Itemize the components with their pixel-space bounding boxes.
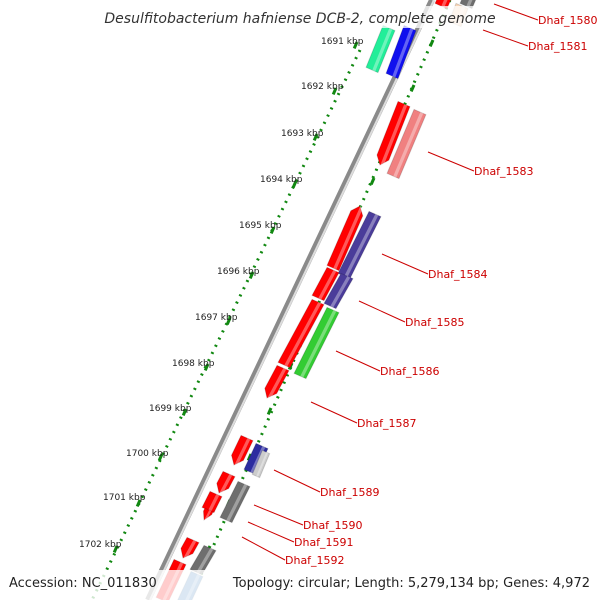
gene-block-inner-shading — [183, 539, 197, 560]
gene-features — [155, 0, 477, 600]
gene-block-outer — [219, 480, 251, 524]
kbp-label: 1691 kbp — [321, 37, 364, 47]
map-title: Desulfitobacterium hafniense DCB-2, comp… — [104, 11, 495, 27]
kbp-label: 1700 kbp — [126, 449, 169, 459]
kbp-label: 1697 kbp — [195, 313, 238, 323]
inner-track-tick — [112, 545, 119, 554]
kbp-label: 1699 kbp — [149, 404, 192, 414]
kbp-label: 1695 kbp — [239, 221, 282, 231]
inner-track-tick — [157, 453, 164, 462]
inner-track-tick — [225, 317, 232, 326]
label-leader-lines — [241, 3, 539, 561]
kbp-label: 1693 kbp — [281, 129, 324, 139]
gene-block-outer-shading — [300, 310, 337, 378]
gene-block-inner — [201, 490, 223, 514]
inner-dotted-track — [90, 49, 362, 600]
gene-label: Dhaf_1589 — [320, 486, 380, 499]
gene-block-inner-shading — [372, 28, 393, 72]
inner-track-tick — [352, 41, 359, 50]
title-backdrop — [104, 6, 496, 28]
gene-label: Dhaf_1581 — [528, 40, 588, 53]
gene-block-inner — [230, 434, 254, 466]
gene-block-inner — [202, 507, 214, 521]
outer-track-tick — [409, 84, 416, 93]
gene-block-inner-shading — [333, 206, 364, 270]
outer-track-tick — [428, 39, 435, 48]
gene-block-outer-shading — [250, 446, 266, 474]
kbp-label: 1702 kbp — [79, 540, 122, 550]
gene-label: Dhaf_1586 — [380, 365, 440, 378]
gene-label: Dhaf_1585 — [405, 316, 465, 329]
inner-track-tick — [135, 499, 142, 508]
genome-stats-text: Topology: circular; Length: 5,279,134 bp… — [232, 576, 590, 591]
gene-block-outer — [386, 108, 427, 180]
outer-track-tick — [369, 177, 376, 186]
gene-block-inner — [264, 364, 290, 399]
gene-block-outer — [293, 306, 340, 380]
gene-block-inner — [216, 470, 236, 494]
gene-label: Dhaf_1587 — [357, 417, 417, 430]
accession-text: Accession: NC_011830 — [9, 576, 157, 591]
gene-block-inner — [326, 205, 364, 272]
gene-block-inner-shading — [441, 0, 448, 8]
inner-track-tick — [181, 408, 188, 417]
gene-block-outer-shading — [466, 0, 473, 8]
gene-block-outer-shading — [256, 452, 269, 477]
gene-block-inner-shading — [208, 494, 220, 512]
kbp-labels: 1691 kbp 1692 kbp 1693 kbp 1694 kbp 1695… — [79, 37, 364, 550]
gene-block-inner-shading — [219, 474, 233, 495]
inner-track-tick — [331, 87, 338, 96]
inner-track-tick — [269, 226, 276, 235]
gene-block-inner-shading — [284, 302, 322, 367]
gene-label: Dhaf_1591 — [294, 536, 354, 549]
gene-block-inner-shading — [234, 438, 251, 467]
gene-block-outer-shading — [393, 112, 424, 178]
kbp-label: 1701 kbp — [103, 493, 146, 503]
gene-block-outer-shading — [330, 275, 351, 308]
gene-block-inner — [311, 266, 340, 302]
gene-block-outer-shading — [344, 214, 379, 278]
kbp-label: 1698 kbp — [172, 359, 215, 369]
gene-label: Dhaf_1592 — [285, 554, 345, 567]
gene-block-outer — [251, 449, 271, 479]
tick-marks — [112, 39, 435, 554]
genome-backbone — [145, 0, 435, 600]
kbp-label: 1692 kbp — [301, 82, 344, 92]
kbp-label: 1696 kbp — [217, 267, 260, 277]
gene-block-outer — [323, 272, 354, 310]
gene-block-inner-shading — [318, 270, 337, 300]
gene-block-outer-shading — [392, 28, 414, 78]
gene-label: Dhaf_1584 — [428, 268, 488, 281]
outer-track-tick — [266, 407, 273, 416]
inner-track-tick — [312, 133, 319, 142]
inner-track-tick — [203, 363, 210, 372]
kbp-label: 1694 kbp — [260, 175, 303, 185]
genome-backbone-highlight — [149, 0, 435, 600]
gene-label: Dhaf_1590 — [303, 519, 363, 532]
gene-block-outer — [189, 544, 217, 576]
inner-track-tick — [291, 180, 298, 189]
gene-labels: Dhaf_1580 Dhaf_1581 Dhaf_1583 Dhaf_1584 … — [285, 14, 598, 567]
gene-block-inner-shading — [267, 368, 287, 400]
gene-block-outer-shading — [226, 484, 248, 522]
inner-track-tick — [248, 271, 255, 280]
gene-block-outer-shading — [196, 547, 214, 574]
gene-block-inner — [277, 298, 325, 369]
gene-block-inner-shading — [380, 104, 408, 167]
gene-label: Dhaf_1583 — [474, 165, 534, 178]
gene-label: Dhaf_1580 — [538, 14, 598, 27]
gene-block-inner-shading — [204, 510, 212, 522]
gene-block-inner — [180, 536, 200, 559]
gene-block-inner — [376, 100, 411, 166]
footer-backdrop — [0, 570, 600, 600]
